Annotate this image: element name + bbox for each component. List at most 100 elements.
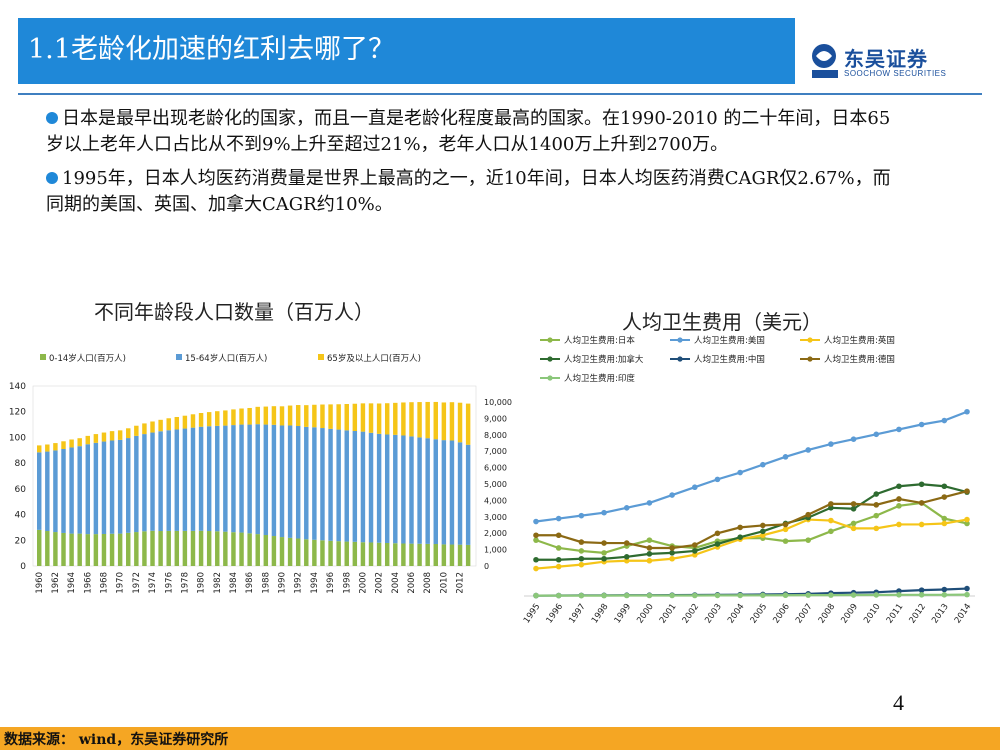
bar-segment xyxy=(77,533,82,566)
bar-segment xyxy=(465,544,471,566)
bar-segment xyxy=(174,530,180,566)
bar-segment xyxy=(223,531,228,566)
bar-segment xyxy=(449,402,455,441)
data-point xyxy=(964,591,970,598)
data-point xyxy=(555,545,562,551)
legend-label: 人均卫生费用:日本 xyxy=(564,335,635,346)
data-point xyxy=(714,476,721,483)
data-point xyxy=(941,586,948,593)
bar-segment xyxy=(85,444,91,535)
bar-segment xyxy=(409,402,414,437)
data-point xyxy=(941,483,948,490)
bar-segment xyxy=(247,407,252,425)
y2-tick-label: 8,000 xyxy=(484,431,507,440)
bar-segment xyxy=(109,431,115,441)
bar-segment xyxy=(409,543,414,566)
data-point xyxy=(646,537,653,543)
bar-segment xyxy=(93,534,99,566)
x-tick-label: 1982 xyxy=(213,572,223,594)
data-point xyxy=(828,528,834,535)
data-point xyxy=(691,548,698,554)
data-point xyxy=(760,592,766,599)
bar-segment xyxy=(287,537,293,566)
bar-segment xyxy=(271,536,277,566)
bar-segment xyxy=(117,430,123,440)
bar-segment xyxy=(231,409,236,426)
x-tick-label: 1994 xyxy=(310,572,320,594)
bar-segment xyxy=(263,535,269,566)
bar-segment xyxy=(166,418,171,431)
data-point xyxy=(578,548,585,554)
y2-tick-label: 1,000 xyxy=(484,546,507,555)
data-point xyxy=(714,530,721,537)
data-point xyxy=(669,545,675,551)
data-point xyxy=(941,417,948,424)
y2-tick-label: 5,000 xyxy=(484,480,507,489)
bar-segment xyxy=(368,403,374,433)
bullet-text: 日本是最早出现老龄化的国家，而且一直是老龄化程度最高的国家。在1990-2010… xyxy=(46,108,891,155)
data-point xyxy=(850,501,857,507)
bar-segment xyxy=(182,530,188,566)
bar-segment xyxy=(239,408,244,425)
legend-marker xyxy=(547,375,553,381)
bullet-text: 1995年，日本人均医药消费量是世界上最高的之一，近10年间，日本人均医药消费C… xyxy=(46,168,891,215)
bar-segment xyxy=(320,540,325,566)
data-point xyxy=(941,515,948,522)
data-point xyxy=(873,592,880,598)
bar-segment xyxy=(45,531,50,566)
data-point xyxy=(918,587,925,593)
data-point xyxy=(918,500,925,506)
bar-segment xyxy=(69,447,74,534)
bar-segment xyxy=(117,533,123,566)
data-point xyxy=(646,545,653,551)
x-tick-label: 1988 xyxy=(261,572,271,594)
x-tick-label: 1995 xyxy=(522,602,543,625)
data-point xyxy=(782,538,789,544)
bar-segment xyxy=(166,430,171,531)
logo-subtitle: SOOCHOW SECURITIES xyxy=(844,69,947,78)
y-tick-label: 140 xyxy=(9,382,26,392)
legend-marker xyxy=(547,337,553,343)
bar-segment xyxy=(223,425,228,532)
bar-segment xyxy=(93,442,99,535)
bar-segment xyxy=(223,410,228,426)
data-point xyxy=(964,488,970,494)
bar-segment xyxy=(190,414,196,428)
legend-marker xyxy=(677,337,683,343)
bar-segment xyxy=(239,424,244,533)
x-tick-label: 2003 xyxy=(703,602,724,625)
bar-segment xyxy=(142,531,147,566)
bar-segment xyxy=(287,405,293,426)
x-tick-label: 1964 xyxy=(67,572,77,594)
bar-segment xyxy=(93,434,99,443)
x-tick-label: 1960 xyxy=(35,572,45,594)
bullet-dot-icon xyxy=(46,172,58,184)
series-line xyxy=(536,490,968,550)
bullet-item: 日本是最早出现老龄化的国家，而且一直是老龄化程度最高的国家。在1990-2010… xyxy=(46,106,896,158)
data-point xyxy=(896,592,902,598)
bar-segment xyxy=(433,401,438,440)
data-point xyxy=(601,509,607,516)
bar-segment xyxy=(328,540,333,566)
y-tick-label: 80 xyxy=(15,459,27,469)
bullet-list: 日本是最早出现老龄化的国家，而且一直是老龄化程度最高的国家。在1990-2010… xyxy=(46,106,896,226)
bar-segment xyxy=(441,544,447,566)
legend-swatch xyxy=(40,354,46,360)
bar-segment xyxy=(304,539,309,566)
chart-title-health-spending: 人均卫生费用（美元） xyxy=(622,310,822,334)
bar-segment xyxy=(433,544,438,566)
bar-segment xyxy=(247,424,252,534)
x-tick-label: 2006 xyxy=(407,572,417,594)
data-point xyxy=(828,592,834,598)
data-point xyxy=(555,556,562,563)
bar-segment xyxy=(328,404,333,429)
bar-segment xyxy=(295,538,301,566)
bullet-dot-icon xyxy=(46,112,58,124)
x-tick-label: 2008 xyxy=(817,602,838,625)
bar-segment xyxy=(198,426,204,531)
bar-segment xyxy=(142,434,147,532)
data-point xyxy=(601,592,607,599)
bar-segment xyxy=(279,425,285,538)
data-point xyxy=(760,528,766,535)
data-point xyxy=(896,426,902,433)
